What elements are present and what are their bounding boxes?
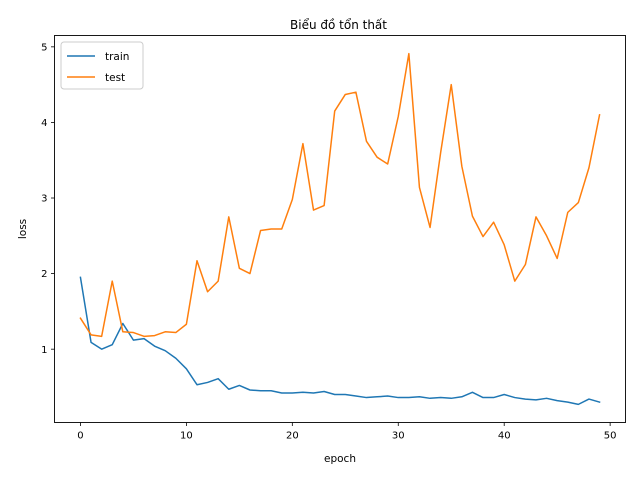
x-tick-label: 40 — [498, 431, 511, 442]
chart-title: Biểu đồ tổn thất — [290, 18, 387, 32]
x-axis-label: epoch — [324, 453, 356, 465]
y-tick-label: 2 — [41, 269, 47, 280]
y-tick-label: 4 — [41, 118, 47, 129]
series-line-train — [79, 276, 601, 406]
legend: train test — [60, 41, 144, 90]
x-tick-label: 10 — [180, 431, 193, 442]
legend-box — [60, 41, 144, 90]
y-axis: 1 2 3 4 5 — [41, 42, 55, 356]
series-line-test — [79, 52, 601, 338]
series-layer — [79, 52, 601, 406]
x-axis: 0 10 20 30 40 50 — [77, 422, 617, 442]
x-tick-label: 30 — [392, 431, 405, 442]
x-tick-label: 20 — [286, 431, 299, 442]
plot-frame — [54, 35, 626, 423]
legend-label-test: test — [105, 72, 125, 84]
y-tick-label: 5 — [41, 42, 47, 53]
x-tick-label: 50 — [604, 431, 617, 442]
y-tick-label: 1 — [41, 345, 47, 356]
y-axis-label: loss — [17, 219, 29, 239]
legend-label-train: train — [105, 51, 129, 63]
x-tick-label: 0 — [77, 431, 83, 442]
y-tick-label: 3 — [41, 194, 47, 205]
